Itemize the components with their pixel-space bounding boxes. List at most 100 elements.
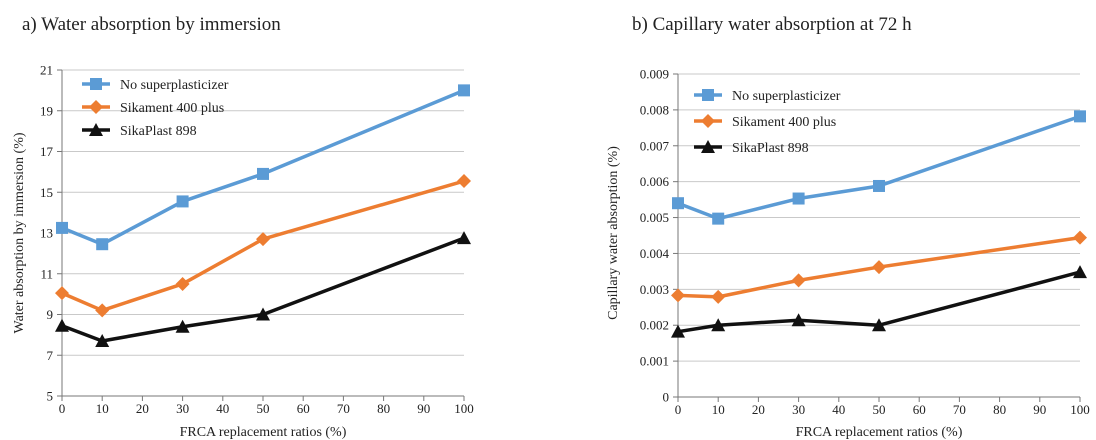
data-point: [1073, 230, 1087, 245]
data-point: [56, 221, 68, 234]
y-tick-label: 0.004: [640, 246, 670, 261]
legend-item: No superplasticizer: [82, 78, 229, 93]
legend-marker: [89, 100, 103, 114]
x-tick-label: 10: [712, 402, 725, 417]
data-point: [711, 289, 726, 304]
y-tick-label: 0.006: [640, 174, 670, 189]
legend-label: No superplasticizer: [732, 89, 841, 104]
legend-label: Sikament 400 plus: [732, 115, 836, 130]
data-point: [872, 260, 886, 275]
legend-marker: [89, 123, 103, 136]
data-point: [1073, 265, 1087, 279]
x-tick-label: 80: [377, 401, 390, 416]
x-tick-label: 100: [1070, 402, 1090, 417]
legend-label: SikaPlast 898: [120, 124, 197, 139]
y-tick-label: 19: [40, 103, 53, 118]
data-point: [872, 318, 886, 332]
x-tick-label: 20: [752, 402, 765, 417]
y-tick-label: 0.008: [640, 102, 669, 117]
y-tick-label: 0.005: [640, 210, 669, 225]
series-square: [672, 110, 1086, 225]
x-tick-label: 0: [675, 402, 682, 417]
data-point: [458, 84, 470, 97]
x-tick-label: 20: [136, 401, 149, 416]
x-tick-label: 70: [337, 401, 350, 416]
data-point: [175, 276, 190, 291]
chart-b-y-label: Capillary water absorption (%): [606, 146, 621, 320]
chart-b-x-label: FRCA replacement ratios (%): [796, 425, 963, 440]
y-tick-label: 17: [40, 144, 54, 159]
series-triangle: [55, 231, 471, 347]
data-point: [671, 288, 685, 303]
chart-b-series: [671, 110, 1087, 338]
data-point: [457, 231, 471, 245]
legend-item: SikaPlast 898: [694, 140, 809, 156]
data-point: [671, 324, 685, 338]
chart-a-title: a) Water absorption by immersion: [22, 14, 281, 35]
data-point: [95, 333, 110, 347]
x-tick-label: 100: [454, 401, 474, 416]
data-point: [176, 195, 189, 208]
data-point: [792, 192, 805, 205]
y-tick-label: 5: [47, 389, 54, 404]
legend-marker: [701, 114, 715, 128]
chart-a-y-label: Water absorption by immersion (%): [12, 132, 27, 333]
data-point: [96, 238, 109, 251]
series-line: [677, 114, 1081, 221]
y-tick-label: 15: [40, 185, 53, 200]
series-triangle: [671, 265, 1087, 338]
y-tick-label: 0.009: [640, 67, 669, 82]
series-diamond: [55, 174, 471, 318]
series-line: [61, 236, 465, 343]
series-square: [56, 84, 470, 251]
data-point: [457, 174, 471, 189]
data-point: [791, 273, 806, 288]
y-tick-label: 21: [40, 63, 53, 78]
legend-item: SikaPlast 898: [82, 123, 197, 139]
legend-label: Sikament 400 plus: [120, 101, 224, 116]
chart-a-y-ticks: 5 7 9 11 13 15 17 19 21: [40, 63, 62, 404]
y-tick-label: 7: [47, 348, 54, 363]
chart-a-legend: No superplasticizer Sikament 400 plus Sika…: [82, 78, 229, 139]
legend-marker: [702, 89, 714, 101]
data-point: [712, 212, 725, 225]
chart-b-x-ticks: 0 10 20 30 40 50 60 70 80 90 100: [675, 397, 1090, 417]
legend-label: No superplasticizer: [120, 78, 229, 93]
data-point: [791, 313, 806, 327]
chart-b: b) Capillary water absorption at 72 h 00…: [606, 14, 1090, 440]
data-point: [256, 232, 270, 247]
y-tick-label: 13: [40, 226, 53, 241]
x-tick-label: 70: [953, 402, 966, 417]
data-point: [672, 197, 684, 210]
y-tick-label: 0.001: [640, 354, 669, 369]
chart-a-x-label: FRCA replacement ratios (%): [180, 425, 347, 440]
x-tick-label: 30: [792, 402, 805, 417]
legend-item: Sikament 400 plus: [82, 100, 224, 116]
x-tick-label: 60: [297, 401, 310, 416]
x-tick-label: 40: [216, 401, 229, 416]
legend-label: SikaPlast 898: [732, 141, 809, 156]
y-tick-label: 0.002: [640, 318, 669, 333]
data-point: [95, 303, 110, 318]
legend-marker: [90, 78, 102, 90]
y-tick-label: 11: [40, 266, 53, 281]
data-point: [711, 318, 726, 332]
chart-a: a) Water absorption by immersion 5 7 9 11 13…: [12, 14, 474, 440]
data-point: [55, 286, 69, 301]
x-tick-label: 90: [417, 401, 430, 416]
chart-b-legend: No superplasticizer Sikament 400 plus Sika…: [694, 89, 841, 156]
legend-item: Sikament 400 plus: [694, 114, 836, 130]
y-tick-label: 0.007: [640, 138, 670, 153]
legend-marker: [701, 140, 715, 153]
data-point: [55, 318, 69, 332]
y-tick-label: 9: [47, 307, 54, 322]
x-tick-label: 80: [993, 402, 1006, 417]
x-tick-label: 60: [913, 402, 926, 417]
y-tick-label: 0.003: [640, 282, 669, 297]
x-tick-label: 40: [832, 402, 845, 417]
data-point: [257, 167, 269, 180]
chart-b-y-ticks: 0 0.001 0.002 0.003 0.004 0.005 0.006 0.007 0.00…: [640, 67, 678, 405]
data-point: [175, 319, 190, 333]
series-diamond: [671, 230, 1087, 304]
